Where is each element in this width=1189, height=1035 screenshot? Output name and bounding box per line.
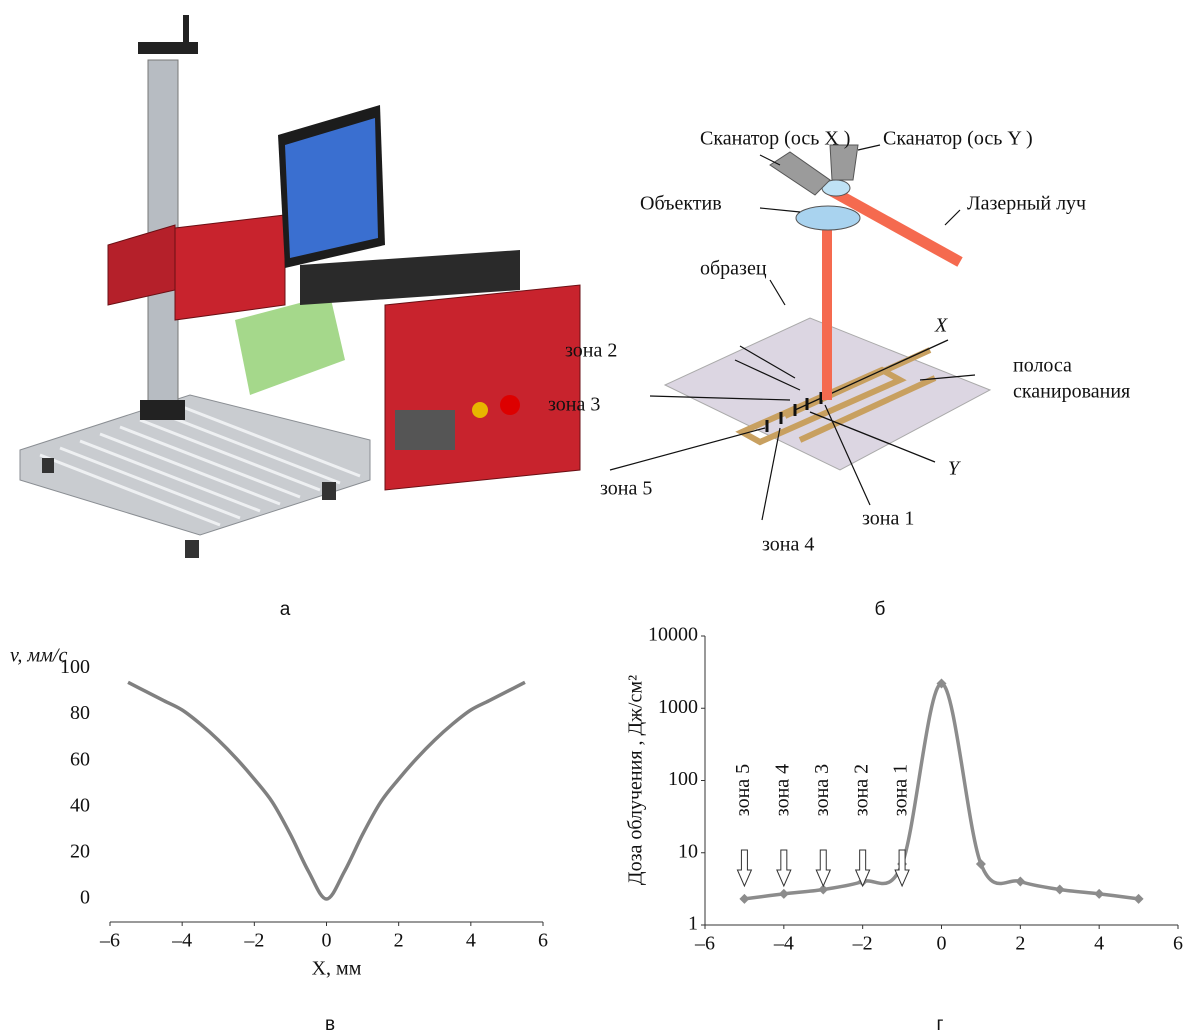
x-tick-label: 2: [1015, 933, 1025, 955]
label: полоса: [1013, 355, 1072, 377]
data-point: [778, 888, 789, 899]
label: Объектив: [640, 193, 722, 215]
data-point: [739, 893, 750, 904]
label: Лазерный луч: [967, 193, 1086, 215]
panel-label: г: [937, 1014, 944, 1035]
x-tick-label: 4: [466, 930, 476, 952]
data-point: [936, 678, 947, 689]
x-tick-label: 0: [322, 930, 332, 952]
label: зона 5: [600, 478, 652, 500]
data-point: [1133, 893, 1144, 904]
x-tick-label: –4: [171, 930, 192, 952]
x-tick-label: –4: [773, 933, 794, 955]
label: Y: [948, 458, 961, 480]
scan-diagram: [609, 144, 992, 521]
annotation: зона 4: [771, 764, 793, 816]
x-tick-label: 4: [1094, 933, 1104, 955]
data-point: [1054, 884, 1065, 895]
arrow: [815, 849, 832, 888]
arrow: [776, 849, 792, 888]
data-point: [975, 858, 986, 869]
panel-label: а: [280, 599, 291, 620]
x-tick-label: 6: [538, 930, 548, 952]
data-point: [1015, 876, 1026, 887]
y-tick-label: 10: [678, 840, 698, 862]
annotation: зона 2: [850, 764, 872, 816]
annotation: зона 3: [811, 764, 833, 816]
x-tick-label: –6: [694, 933, 715, 955]
data-point: [1094, 888, 1105, 899]
label: зона 3: [548, 394, 600, 416]
machine-photo: [19, 15, 581, 558]
label: образец: [700, 258, 767, 280]
annotation: зона 5: [732, 764, 754, 816]
data-line: [744, 681, 1139, 901]
y-tick-label: 60: [70, 748, 90, 770]
arrow: [854, 849, 871, 888]
arrow: [894, 849, 910, 888]
y-tick-label: 40: [70, 794, 90, 816]
y-tick-label: 100: [60, 656, 90, 678]
label: зона 1: [862, 508, 914, 530]
y-axis-label: v, мм/с: [10, 645, 67, 667]
y-tick-label: 20: [70, 840, 90, 862]
x-tick-label: –2: [852, 933, 873, 955]
label: зона 2: [565, 340, 617, 362]
y-tick-label: 0: [80, 887, 90, 909]
arrow: [736, 849, 753, 888]
data-line: [127, 680, 526, 901]
label: зона 4: [762, 534, 814, 556]
x-axis-label: X, мм: [312, 958, 362, 980]
label: Сканатор (ось Y ): [883, 128, 1033, 150]
y-tick-label: 1: [688, 913, 698, 935]
panel-label: в: [325, 1014, 335, 1035]
x-tick-label: 6: [1173, 933, 1183, 955]
y-tick-label: 1000: [658, 696, 698, 718]
label: X: [934, 315, 948, 337]
y-axis-label: Доза облучения , Дж/см²: [625, 675, 647, 885]
y-tick-label: 80: [70, 702, 90, 724]
label: Сканатор (ось X ): [700, 128, 850, 150]
x-tick-label: 0: [937, 933, 947, 955]
annotation: зона 1: [890, 764, 912, 816]
x-tick-label: 2: [394, 930, 404, 952]
x-tick-label: –2: [243, 930, 264, 952]
panel-label: б: [875, 599, 886, 620]
y-tick-label: 10000: [648, 624, 698, 646]
data-point: [818, 884, 829, 895]
label: сканирования: [1013, 381, 1130, 403]
x-tick-label: –6: [99, 930, 120, 952]
y-tick-label: 100: [668, 768, 698, 790]
